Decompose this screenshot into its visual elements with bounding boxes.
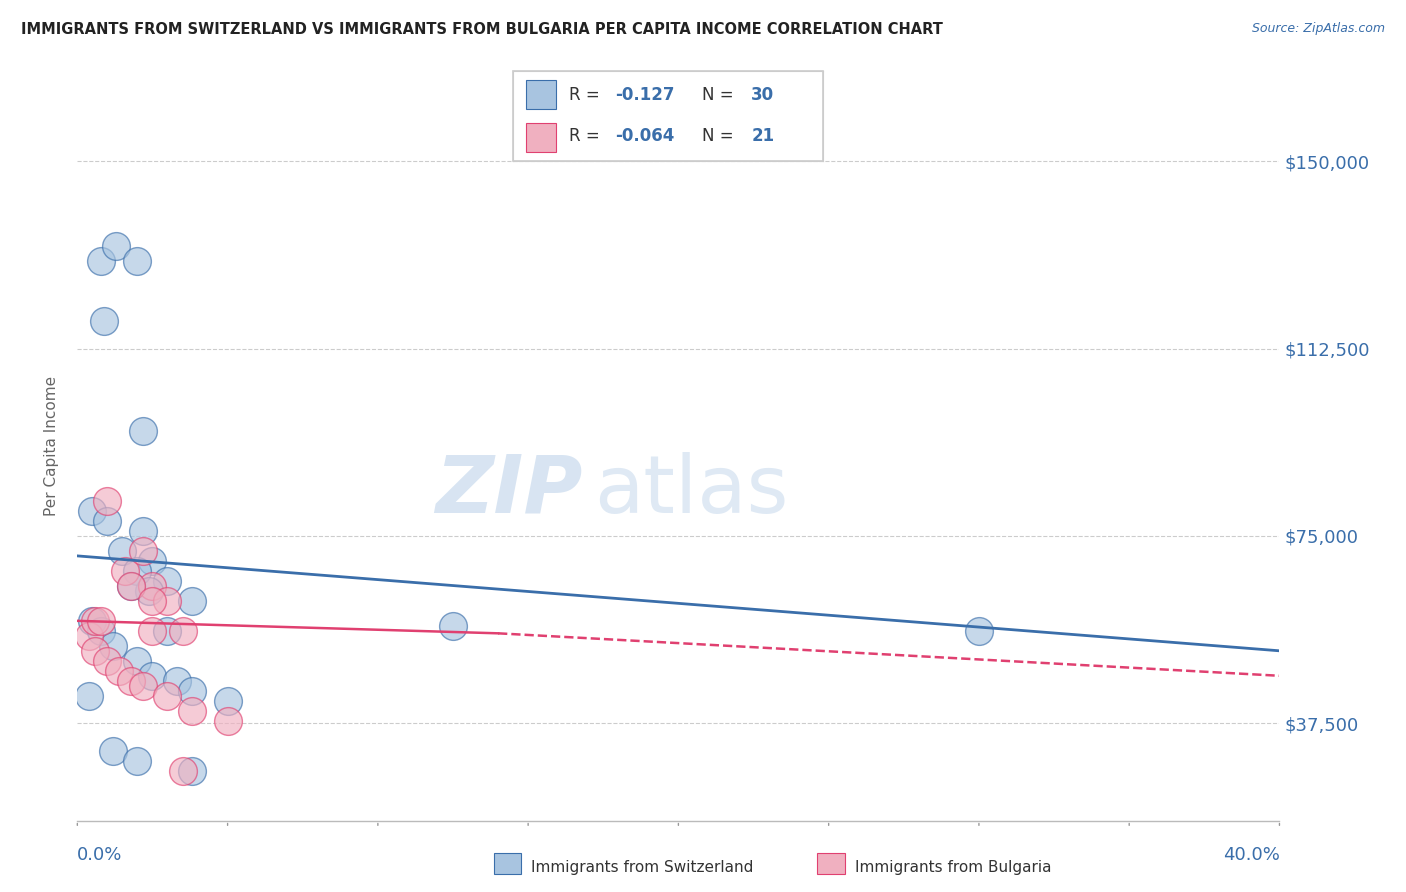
Point	[82, 614, 104, 628]
Point	[180, 764, 202, 778]
Point	[90, 624, 112, 638]
Text: Immigrants from Bulgaria: Immigrants from Bulgaria	[855, 860, 1052, 874]
Point	[108, 664, 131, 678]
Point	[111, 544, 134, 558]
Point	[967, 624, 990, 638]
Point	[114, 564, 136, 578]
Point	[132, 424, 155, 438]
Point	[441, 619, 464, 633]
Point	[172, 764, 194, 778]
Point	[180, 683, 202, 698]
Point	[103, 639, 125, 653]
Point	[180, 704, 202, 718]
Point	[120, 579, 142, 593]
Text: 30: 30	[751, 87, 775, 104]
Bar	[494, 853, 522, 874]
Point	[90, 614, 112, 628]
Bar	[817, 853, 845, 874]
Text: Immigrants from Switzerland: Immigrants from Switzerland	[531, 860, 754, 874]
Text: R =: R =	[569, 87, 605, 104]
Point	[166, 673, 188, 688]
Point	[132, 524, 155, 538]
Point	[156, 594, 179, 608]
Point	[103, 744, 125, 758]
Text: 40.0%: 40.0%	[1223, 846, 1279, 863]
Point	[96, 514, 118, 528]
Text: -0.127: -0.127	[616, 87, 675, 104]
Point	[79, 629, 101, 643]
Point	[138, 583, 160, 598]
Point	[156, 574, 179, 588]
Point	[105, 239, 128, 253]
Point	[141, 594, 163, 608]
Point	[127, 754, 149, 768]
Point	[172, 624, 194, 638]
Point	[79, 689, 101, 703]
Point	[127, 654, 149, 668]
Point	[96, 494, 118, 508]
Text: ZIP: ZIP	[434, 452, 582, 530]
Text: 21: 21	[751, 128, 775, 145]
Text: N =: N =	[702, 128, 738, 145]
Point	[132, 679, 155, 693]
Point	[90, 254, 112, 268]
Point	[84, 614, 107, 628]
Text: R =: R =	[569, 128, 605, 145]
Point	[156, 689, 179, 703]
Point	[156, 624, 179, 638]
Point	[141, 579, 163, 593]
Point	[141, 554, 163, 568]
Text: 0.0%: 0.0%	[77, 846, 122, 863]
Point	[82, 504, 104, 518]
Point	[217, 694, 239, 708]
Point	[84, 644, 107, 658]
Text: IMMIGRANTS FROM SWITZERLAND VS IMMIGRANTS FROM BULGARIA PER CAPITA INCOME CORREL: IMMIGRANTS FROM SWITZERLAND VS IMMIGRANT…	[21, 22, 943, 37]
Text: N =: N =	[702, 87, 738, 104]
Point	[120, 579, 142, 593]
Point	[96, 654, 118, 668]
Point	[132, 544, 155, 558]
Point	[141, 669, 163, 683]
Point	[93, 314, 115, 328]
Point	[141, 624, 163, 638]
Point	[120, 673, 142, 688]
Point	[127, 564, 149, 578]
Text: -0.064: -0.064	[616, 128, 675, 145]
Point	[217, 714, 239, 728]
Y-axis label: Per Capita Income: Per Capita Income	[44, 376, 59, 516]
Bar	[526, 123, 557, 152]
Text: atlas: atlas	[595, 452, 789, 530]
Point	[180, 594, 202, 608]
Text: Source: ZipAtlas.com: Source: ZipAtlas.com	[1251, 22, 1385, 36]
Bar	[526, 80, 557, 109]
Point	[127, 254, 149, 268]
